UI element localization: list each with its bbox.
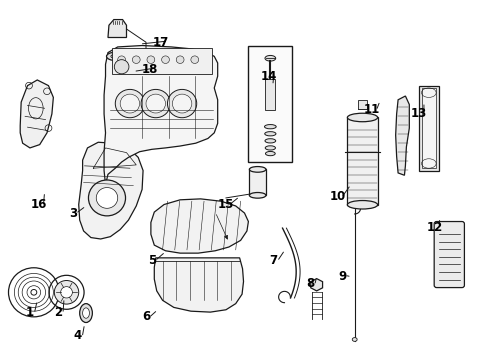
- Text: 8: 8: [305, 277, 314, 290]
- Circle shape: [161, 56, 169, 63]
- Polygon shape: [395, 96, 408, 175]
- Bar: [265, 80, 275, 110]
- Polygon shape: [20, 80, 53, 148]
- Ellipse shape: [264, 125, 276, 129]
- Circle shape: [141, 89, 170, 118]
- Polygon shape: [151, 199, 248, 253]
- Bar: [248, 46, 292, 162]
- Text: 4: 4: [74, 329, 81, 342]
- Text: 1: 1: [26, 306, 34, 319]
- Polygon shape: [79, 142, 143, 239]
- Circle shape: [114, 60, 129, 74]
- Circle shape: [147, 56, 155, 63]
- Circle shape: [132, 56, 140, 63]
- Circle shape: [146, 94, 165, 113]
- Circle shape: [190, 56, 198, 63]
- Circle shape: [172, 94, 191, 113]
- Ellipse shape: [249, 193, 265, 198]
- FancyBboxPatch shape: [433, 221, 464, 288]
- Text: 16: 16: [30, 198, 47, 211]
- Text: 18: 18: [141, 63, 157, 76]
- Text: 11: 11: [364, 103, 380, 116]
- Text: 7: 7: [269, 254, 277, 267]
- Bar: [249, 170, 265, 195]
- Circle shape: [54, 280, 79, 304]
- Text: 15: 15: [217, 198, 234, 211]
- Text: 14: 14: [260, 70, 277, 83]
- Ellipse shape: [264, 139, 275, 143]
- Ellipse shape: [249, 167, 265, 172]
- Text: 6: 6: [142, 310, 150, 323]
- Text: 9: 9: [337, 270, 346, 283]
- Ellipse shape: [265, 152, 275, 156]
- Ellipse shape: [82, 308, 89, 318]
- Bar: [421, 89, 435, 168]
- Text: 2: 2: [54, 306, 62, 319]
- Bar: [357, 100, 366, 109]
- Ellipse shape: [346, 201, 377, 209]
- Ellipse shape: [351, 338, 356, 341]
- Bar: [418, 86, 438, 171]
- Ellipse shape: [346, 113, 377, 122]
- Text: 5: 5: [147, 254, 156, 267]
- Text: 17: 17: [152, 36, 168, 49]
- Ellipse shape: [106, 52, 126, 60]
- Ellipse shape: [264, 132, 275, 136]
- Ellipse shape: [264, 146, 275, 150]
- Polygon shape: [108, 19, 126, 37]
- Text: 10: 10: [329, 190, 346, 203]
- Bar: [346, 117, 377, 205]
- Circle shape: [176, 56, 183, 63]
- Circle shape: [96, 188, 118, 208]
- Polygon shape: [310, 279, 322, 291]
- Circle shape: [61, 287, 72, 298]
- Circle shape: [167, 89, 196, 118]
- Ellipse shape: [111, 54, 122, 58]
- Circle shape: [118, 56, 125, 63]
- Circle shape: [115, 89, 144, 118]
- Text: 13: 13: [410, 107, 427, 121]
- Polygon shape: [104, 45, 217, 185]
- Polygon shape: [154, 258, 243, 312]
- Bar: [112, 48, 211, 74]
- Ellipse shape: [80, 303, 92, 323]
- Ellipse shape: [264, 55, 275, 61]
- Circle shape: [120, 94, 140, 113]
- Circle shape: [88, 180, 125, 216]
- Text: 3: 3: [69, 207, 77, 220]
- Text: 12: 12: [426, 221, 442, 234]
